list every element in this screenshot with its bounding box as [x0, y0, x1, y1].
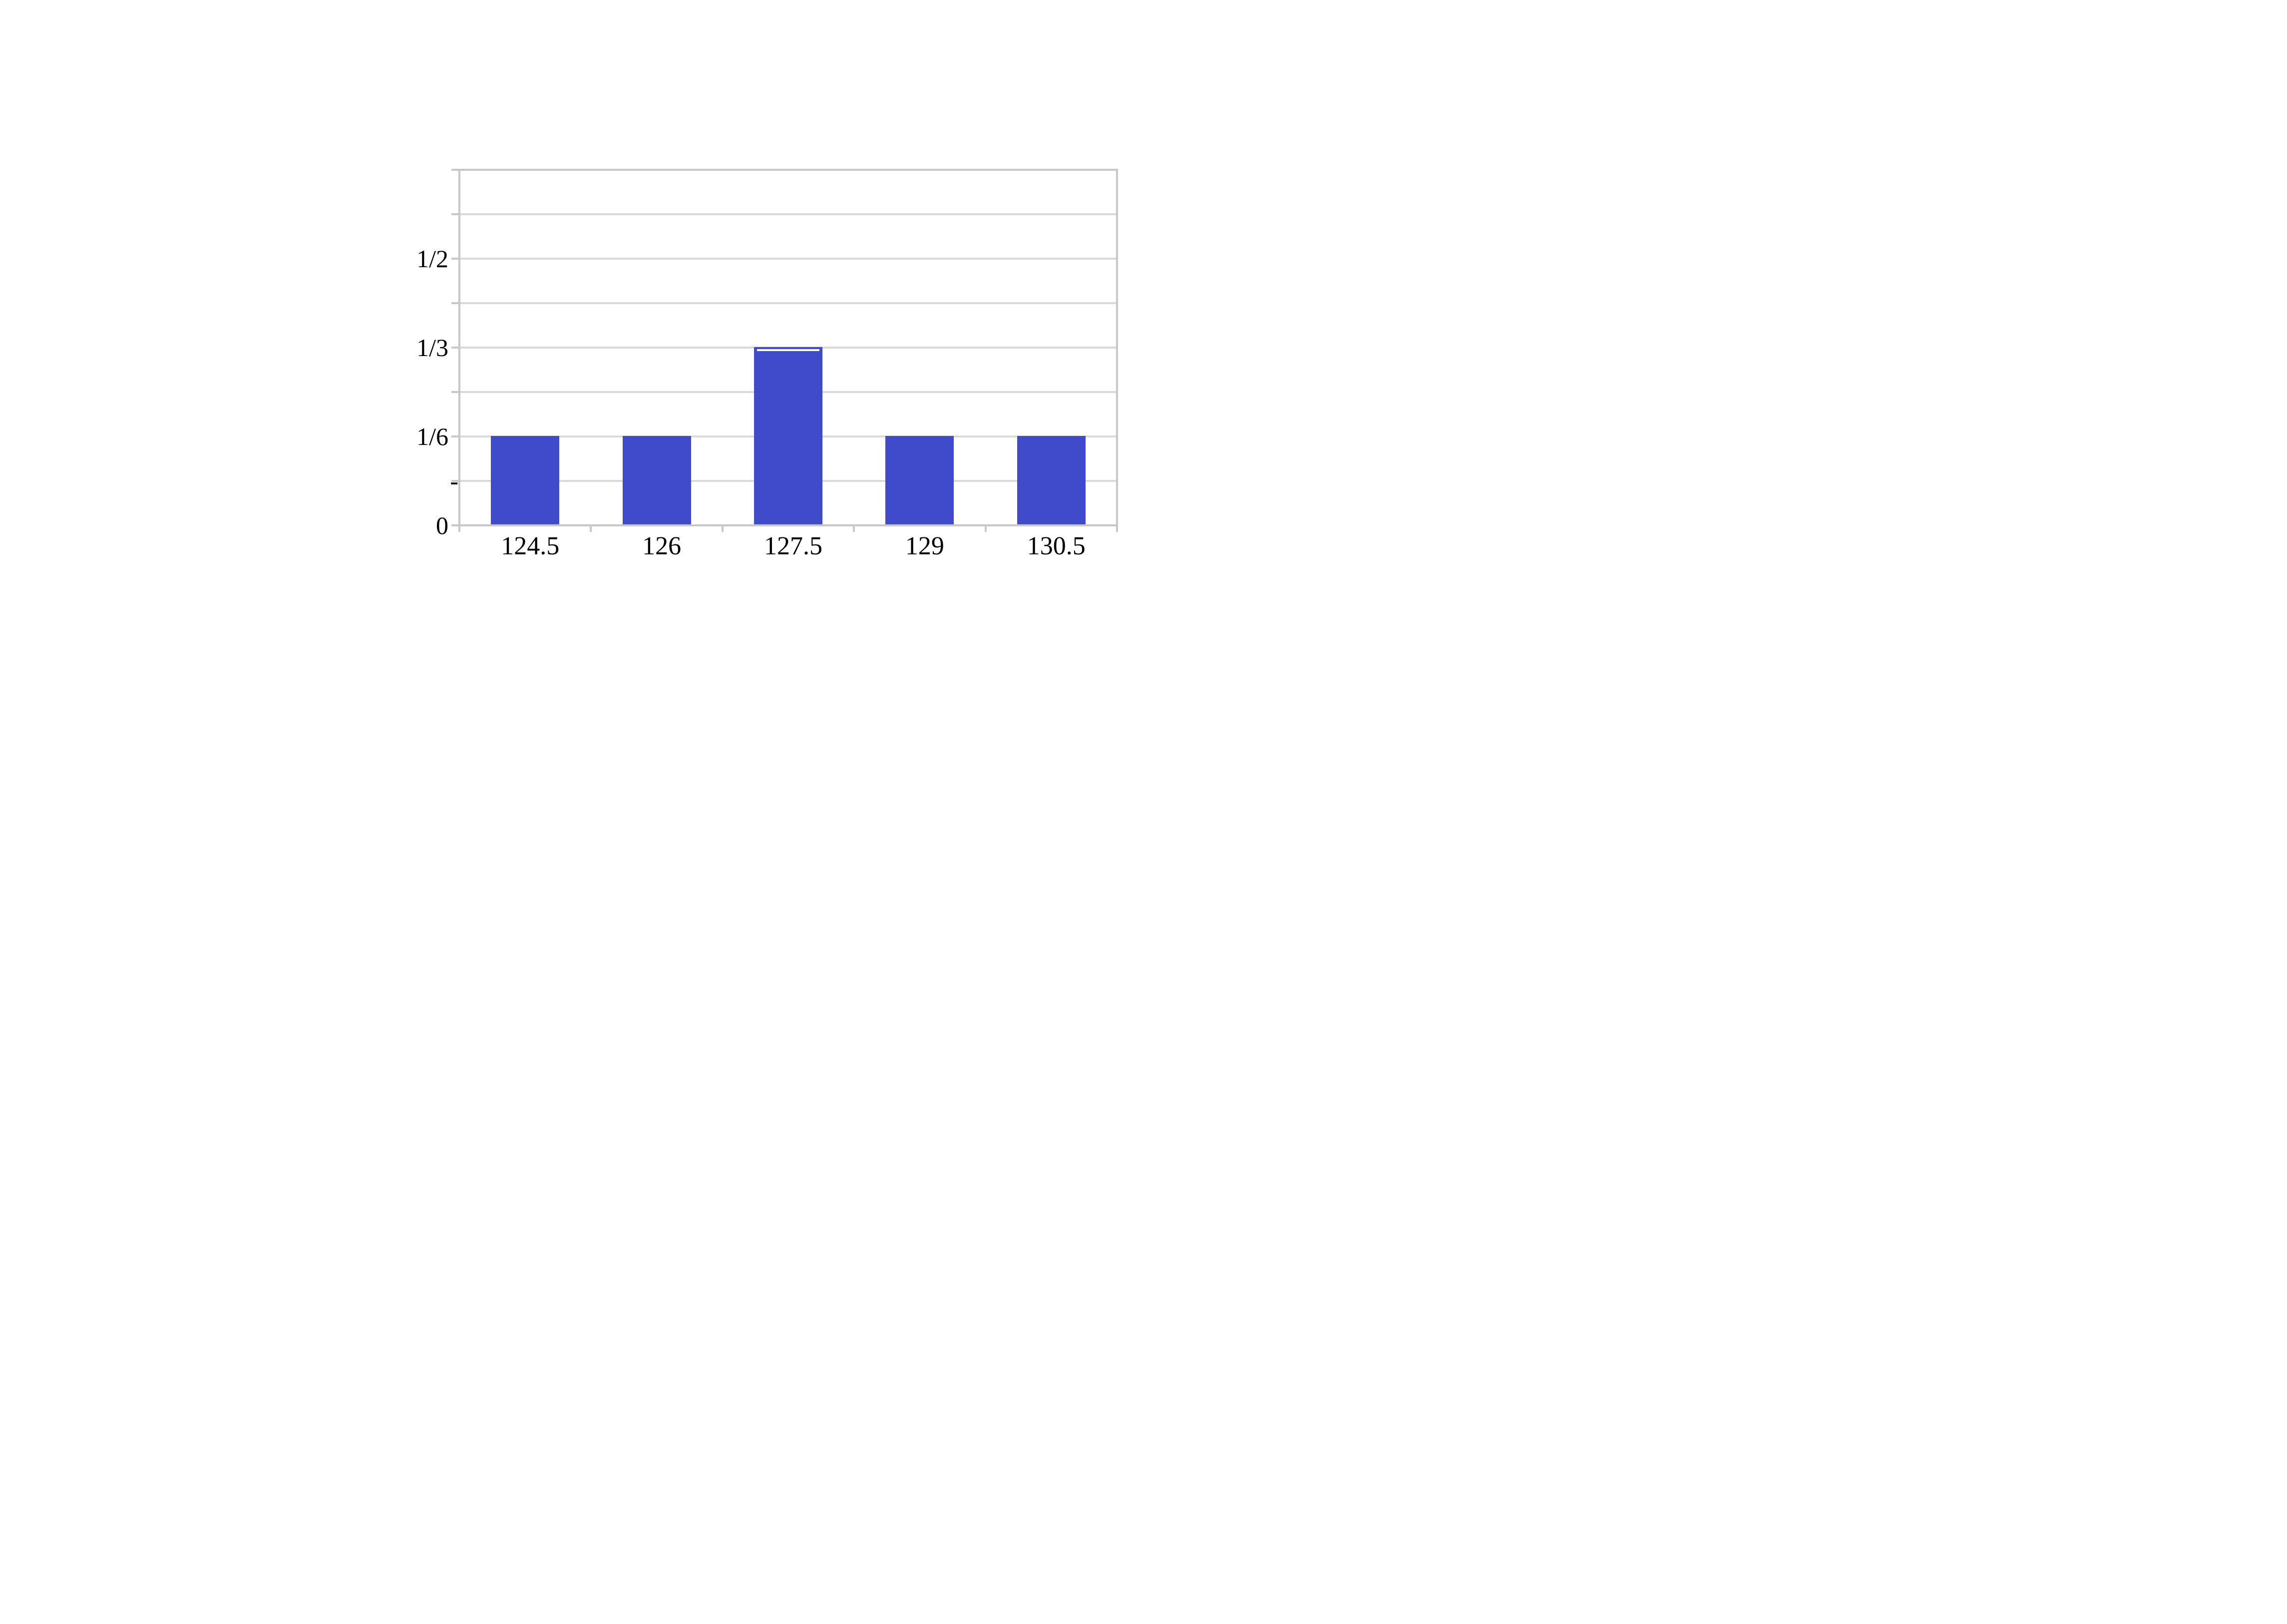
- gridline: [459, 213, 1117, 215]
- y-axis-tick: [451, 435, 459, 437]
- x-axis-tick: [853, 525, 855, 532]
- x-axis-tick: [721, 525, 724, 532]
- y-axis-label: 0: [436, 511, 448, 539]
- y-axis-tick: [451, 169, 459, 171]
- bar: [491, 436, 560, 526]
- bar-top-highlight-line: [757, 349, 819, 352]
- y-axis-tick: [451, 391, 459, 393]
- plot-right-border: [1116, 169, 1118, 532]
- bar: [754, 347, 822, 526]
- y-axis-label: 1/3: [416, 334, 448, 362]
- bar: [1017, 436, 1086, 526]
- x-axis-label: 124.5: [501, 532, 560, 560]
- y-axis-line: [458, 169, 460, 532]
- y-axis-tick: [451, 480, 459, 482]
- x-axis-line: [459, 524, 1117, 526]
- y-axis-label: -: [450, 467, 458, 495]
- x-axis-label: 130.5: [1027, 532, 1086, 560]
- bar: [885, 436, 954, 526]
- bar-chart-plot-area: 0-1/6 1/3 1/2 124.5 126 127.5 129 130.5: [416, 169, 1118, 559]
- x-axis-label: 127.5: [764, 532, 822, 560]
- y-axis-tick: [451, 524, 459, 526]
- gridline: [459, 258, 1117, 260]
- y-axis-label: 1/2: [416, 245, 448, 273]
- x-axis-tick: [984, 525, 987, 532]
- x-axis-label: 129: [905, 532, 944, 560]
- y-axis-tick: [451, 213, 459, 215]
- x-axis-tick: [590, 525, 592, 532]
- x-axis-label: 126: [642, 532, 682, 560]
- gridline: [459, 302, 1117, 304]
- y-axis-tick: [451, 302, 459, 304]
- y-axis-label: 1/6: [416, 422, 448, 450]
- bar: [622, 436, 691, 526]
- plot-top-border: [459, 169, 1117, 171]
- y-axis-tick: [451, 258, 459, 260]
- y-axis-tick: [451, 347, 459, 349]
